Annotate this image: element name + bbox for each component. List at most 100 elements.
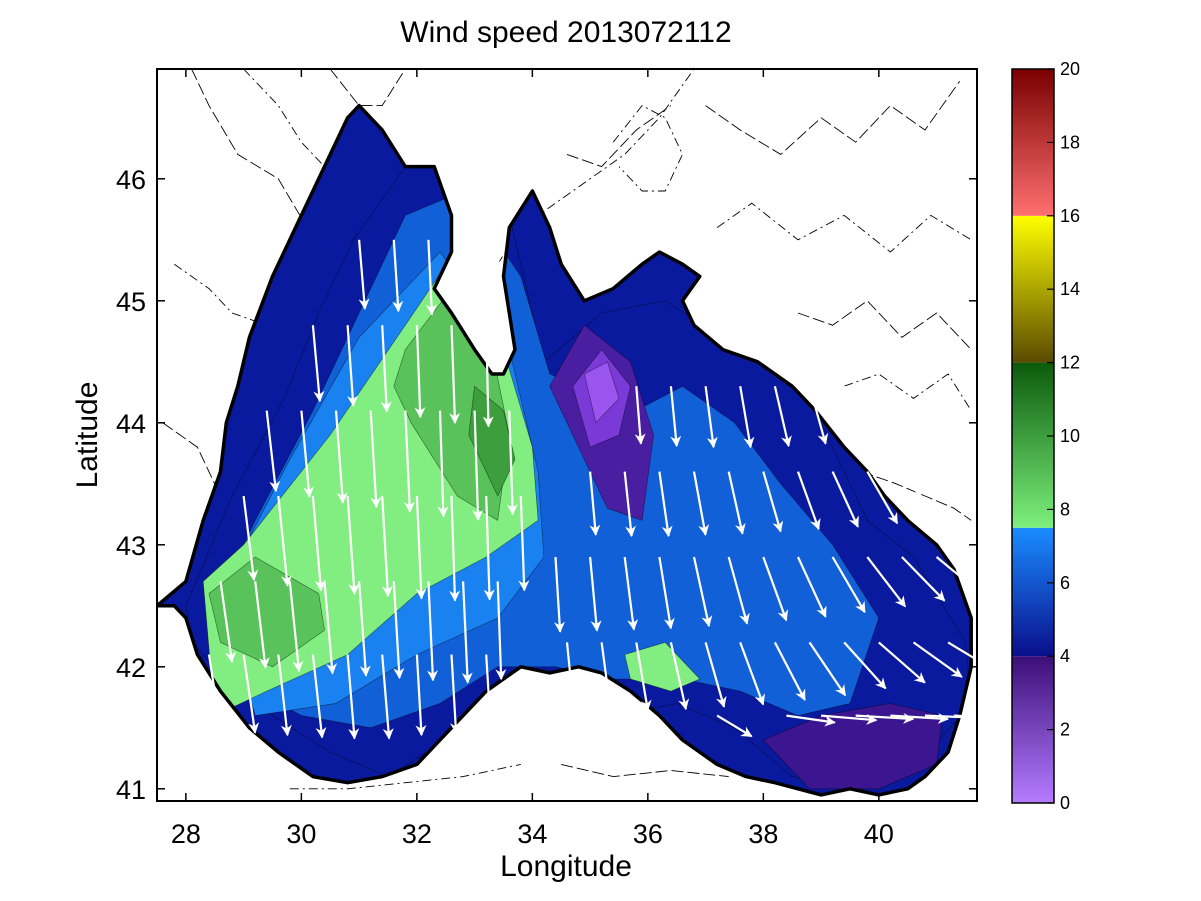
wind-vector bbox=[334, 410, 348, 504]
wind-vector bbox=[403, 410, 415, 513]
wind-vector bbox=[472, 410, 484, 521]
plot-area-frame bbox=[156, 68, 978, 802]
colorbar-tick-label: 0 bbox=[1060, 793, 1070, 813]
land-contour-line bbox=[716, 202, 972, 253]
wind-vector bbox=[947, 641, 977, 662]
wind-vector bbox=[716, 714, 753, 738]
wind-vector bbox=[935, 556, 977, 596]
wind-vector bbox=[623, 471, 637, 538]
wind-vector bbox=[554, 556, 565, 633]
wind-vector bbox=[506, 410, 518, 516]
wind-vector bbox=[890, 712, 949, 724]
wind-vector bbox=[924, 711, 977, 723]
wind-vector bbox=[878, 641, 926, 684]
land-contour-lines bbox=[162, 69, 972, 790]
wind-vector bbox=[855, 712, 915, 724]
colorbar-tick-label: 14 bbox=[1060, 279, 1080, 299]
wind-vector bbox=[449, 325, 461, 425]
land-contour-line bbox=[289, 763, 521, 790]
wind-vector bbox=[369, 410, 382, 509]
wind-vector bbox=[704, 386, 718, 449]
wind-vector bbox=[634, 386, 646, 445]
wind-vector bbox=[589, 471, 601, 536]
colorbar-tick-label: 12 bbox=[1060, 353, 1080, 373]
y-tick-label: 45 bbox=[116, 287, 146, 317]
y-axis-ticks: 41 42 43 44 45 46 bbox=[116, 165, 977, 805]
x-tick-label: 38 bbox=[748, 819, 778, 849]
colorbar-band bbox=[1012, 362, 1054, 528]
wind-vector bbox=[288, 581, 304, 673]
colorbar: 0 2 4 6 8 10 12 14 16 18 20 bbox=[1011, 59, 1080, 813]
wind-vector bbox=[494, 239, 506, 322]
y-tick-label: 46 bbox=[116, 165, 146, 195]
wind-vector bbox=[704, 642, 727, 708]
wind-vector bbox=[323, 581, 338, 675]
wind-vector bbox=[300, 410, 314, 498]
wind-vector bbox=[658, 471, 673, 538]
wind-vector bbox=[866, 556, 907, 608]
wind-vector bbox=[808, 641, 847, 697]
x-tick-label: 36 bbox=[633, 819, 663, 849]
wind-vector bbox=[207, 654, 225, 731]
wind-vector bbox=[392, 239, 404, 313]
wind-vector bbox=[254, 581, 270, 669]
wind-vector bbox=[877, 385, 903, 440]
wind-vector bbox=[600, 642, 615, 713]
wind-vector bbox=[450, 654, 462, 734]
y-axis-label: Latitude bbox=[71, 382, 104, 489]
x-tick-label: 30 bbox=[286, 819, 316, 849]
wind-vector-field bbox=[207, 239, 977, 740]
wind-vector bbox=[901, 470, 938, 520]
x-tick-label: 32 bbox=[402, 819, 432, 849]
colorbar-tick-label: 8 bbox=[1060, 499, 1070, 519]
colorbar-tick-label: 4 bbox=[1060, 646, 1070, 666]
speed-region bbox=[583, 361, 620, 424]
wind-vector bbox=[242, 495, 259, 582]
land-contour-line bbox=[705, 80, 961, 155]
wind-vector bbox=[797, 556, 827, 618]
x-axis-label: Longitude bbox=[500, 850, 632, 883]
colorbar-tick-label: 6 bbox=[1060, 573, 1070, 593]
wind-vector bbox=[762, 556, 789, 622]
wind-vector bbox=[796, 471, 821, 531]
wind-vector bbox=[692, 556, 713, 628]
wind-vector bbox=[346, 654, 360, 740]
wind-vector bbox=[425, 239, 437, 316]
chart-title: Wind speed 2013072112 bbox=[400, 16, 731, 49]
wind-vector bbox=[381, 495, 393, 598]
wind-vector bbox=[831, 556, 866, 614]
land-contour-line bbox=[561, 763, 729, 778]
colorbar-tick-label: 10 bbox=[1060, 426, 1080, 446]
wind-vector bbox=[358, 239, 370, 310]
wind-vector bbox=[483, 495, 495, 601]
wind-vector bbox=[415, 495, 427, 600]
x-tick-label: 34 bbox=[517, 819, 547, 849]
land-contour-line bbox=[243, 69, 325, 167]
land-contour-line bbox=[612, 105, 683, 192]
wind-vector bbox=[346, 495, 360, 595]
wind-vector bbox=[415, 654, 427, 737]
land-contour-line bbox=[844, 373, 972, 411]
wind-vector bbox=[692, 471, 710, 536]
wind-vector bbox=[808, 385, 829, 445]
wind-vector bbox=[265, 410, 281, 493]
coastline-layer bbox=[157, 103, 973, 797]
wind-vector bbox=[773, 641, 806, 701]
wind-vector bbox=[658, 556, 675, 630]
colorbar-tick-label: 16 bbox=[1060, 206, 1080, 226]
wind-vector bbox=[739, 386, 755, 449]
wind-vector bbox=[380, 325, 392, 413]
land-contour-line bbox=[191, 69, 354, 253]
wind-speed-filled-contours bbox=[157, 105, 972, 795]
wind-vector bbox=[623, 556, 639, 631]
y-tick-label: 42 bbox=[116, 653, 146, 683]
wind-vector bbox=[773, 385, 792, 448]
colorbar-tick-label: 18 bbox=[1060, 132, 1080, 152]
colorbar-band bbox=[1012, 527, 1054, 657]
wind-vector bbox=[635, 642, 652, 712]
land-contour-line bbox=[162, 422, 216, 484]
wind-vector bbox=[912, 641, 963, 678]
wind-vector bbox=[311, 654, 327, 739]
wind-vector bbox=[786, 714, 836, 727]
wind-vector bbox=[727, 556, 750, 625]
